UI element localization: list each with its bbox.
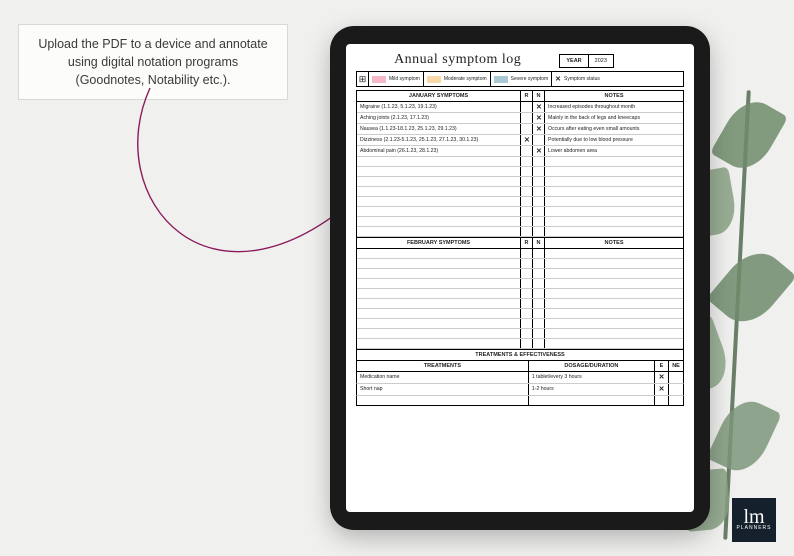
tablet-frame: Annual symptom log YEAR 2023 ⊞ Mild symp… [330, 26, 710, 530]
note-cell: Potentially due to low blood pressure [545, 135, 683, 145]
symptom-row: Abdominal pain (26.1.23, 28.1.23) ✕Lower … [357, 146, 683, 157]
col-dosage: DOSAGE/DURATION [529, 361, 655, 371]
note-cell: Lower abdomen area [545, 146, 683, 156]
document-page: Annual symptom log YEAR 2023 ⊞ Mild symp… [346, 44, 694, 512]
brand-logo: lm PLANNERS [732, 498, 776, 542]
treatment-cell: Medication name [357, 372, 529, 383]
r-cell [521, 102, 533, 112]
symptom-row: Dizziness (2.1.23-5.1.23, 25.1.23, 27.1.… [357, 135, 683, 146]
month-section: JANUARY SYMPTOMSRNNOTESMigraine (1.1.23,… [356, 90, 684, 238]
blank-row [357, 217, 683, 227]
dosage-cell: 1 tablet/every 3 hours [529, 372, 655, 383]
swatch-mild [372, 76, 386, 83]
col-r: R [521, 238, 533, 248]
swatch-moderate [427, 76, 441, 83]
symptom-cell: Nausea (1.1.23-18.1.23, 25.1.23, 29.1.23… [357, 124, 521, 134]
note-cell: Increased episodes throughout month [545, 102, 683, 112]
grid-icon: ⊞ [357, 72, 369, 86]
symptom-cell: Dizziness (2.1.23-5.1.23, 25.1.23, 27.1.… [357, 135, 521, 145]
r-cell: ✕ [521, 135, 533, 145]
legend-mild: Mild symptom [369, 72, 424, 86]
blank-row [357, 249, 683, 259]
r-cell [521, 124, 533, 134]
month-section: FEBRUARY SYMPTOMSRNNOTES [356, 238, 684, 350]
col-notes: NOTES [545, 238, 683, 248]
months-container: JANUARY SYMPTOMSRNNOTESMigraine (1.1.23,… [356, 90, 684, 350]
col-symptoms: JANUARY SYMPTOMS [357, 91, 521, 101]
blank-row [357, 259, 683, 269]
page-title: Annual symptom log [356, 52, 559, 68]
n-cell: ✕ [533, 146, 545, 156]
blank-row [357, 167, 683, 177]
note-cell: Occurs after eating even small amounts [545, 124, 683, 134]
treatment-row: Short nap1-2 hours✕ [356, 384, 684, 396]
symptom-row: Aching joints (2.1.23, 17.1.23) ✕Mainly i… [357, 113, 683, 124]
blank-row [357, 197, 683, 207]
blank-row [357, 319, 683, 329]
n-cell: ✕ [533, 113, 545, 123]
e-cell: ✕ [655, 384, 669, 395]
blank-row [357, 187, 683, 197]
blank-row [357, 299, 683, 309]
ne-cell [669, 372, 683, 383]
col-notes: NOTES [545, 91, 683, 101]
blank-row [357, 207, 683, 217]
note-cell: Mainly in the back of legs and kneecaps [545, 113, 683, 123]
r-cell [521, 146, 533, 156]
col-r: R [521, 91, 533, 101]
symptom-cell: Migraine (1.1.23, 5.1.23, 19.1.23) [357, 102, 521, 112]
legend-severe: Severe symptom [491, 72, 553, 86]
r-cell [521, 113, 533, 123]
col-n: N [533, 238, 545, 248]
decor-leaf [706, 393, 782, 479]
symptom-row: Migraine (1.1.23, 5.1.23, 19.1.23) ✕Incre… [357, 102, 683, 113]
col-not-effective: NE [669, 361, 683, 371]
blank-row [357, 227, 683, 237]
year-value: 2023 [589, 55, 613, 67]
blank-row [357, 309, 683, 319]
treatment-cell: Short nap [357, 384, 529, 395]
blank-row [357, 289, 683, 299]
logo-subtext: PLANNERS [737, 525, 772, 531]
n-cell [533, 135, 545, 145]
dosage-cell: 1-2 hours [529, 384, 655, 395]
e-cell: ✕ [655, 372, 669, 383]
blank-row [357, 269, 683, 279]
symptom-cell: Abdominal pain (26.1.23, 28.1.23) [357, 146, 521, 156]
symptom-cell: Aching joints (2.1.23, 17.1.23) [357, 113, 521, 123]
treatment-row: Medication name1 tablet/every 3 hours✕ [356, 372, 684, 384]
col-treatments: TREATMENTS [357, 361, 529, 371]
col-effective: E [655, 361, 669, 371]
blank-row [357, 157, 683, 167]
swatch-severe [494, 76, 508, 83]
blank-row [357, 339, 683, 349]
blank-row [357, 279, 683, 289]
legend-row: ⊞ Mild symptom Moderate symptom Severe s… [356, 71, 684, 87]
year-label: YEAR [560, 55, 588, 67]
blank-row [356, 396, 684, 406]
logo-initials: lm [743, 509, 764, 525]
legend-moderate: Moderate symptom [424, 72, 491, 86]
blank-row [357, 177, 683, 187]
decor-leaf [706, 241, 794, 334]
n-cell: ✕ [533, 102, 545, 112]
blank-row [357, 329, 683, 339]
symptom-row: Nausea (1.1.23-18.1.23, 25.1.23, 29.1.23… [357, 124, 683, 135]
x-icon: ✕ [555, 76, 561, 83]
ne-cell [669, 384, 683, 395]
col-symptoms: FEBRUARY SYMPTOMS [357, 238, 521, 248]
legend-status: ✕ Symptom status [552, 72, 603, 86]
treatments-rows: Medication name1 tablet/every 3 hours✕Sh… [356, 372, 684, 406]
treatments-header: TREATMENTS DOSAGE/DURATION E NE [356, 361, 684, 372]
year-box: YEAR 2023 [559, 54, 614, 68]
n-cell: ✕ [533, 124, 545, 134]
treatments-title: TREATMENTS & EFFECTIVENESS [356, 350, 684, 361]
decor-leaf [710, 92, 788, 178]
col-n: N [533, 91, 545, 101]
